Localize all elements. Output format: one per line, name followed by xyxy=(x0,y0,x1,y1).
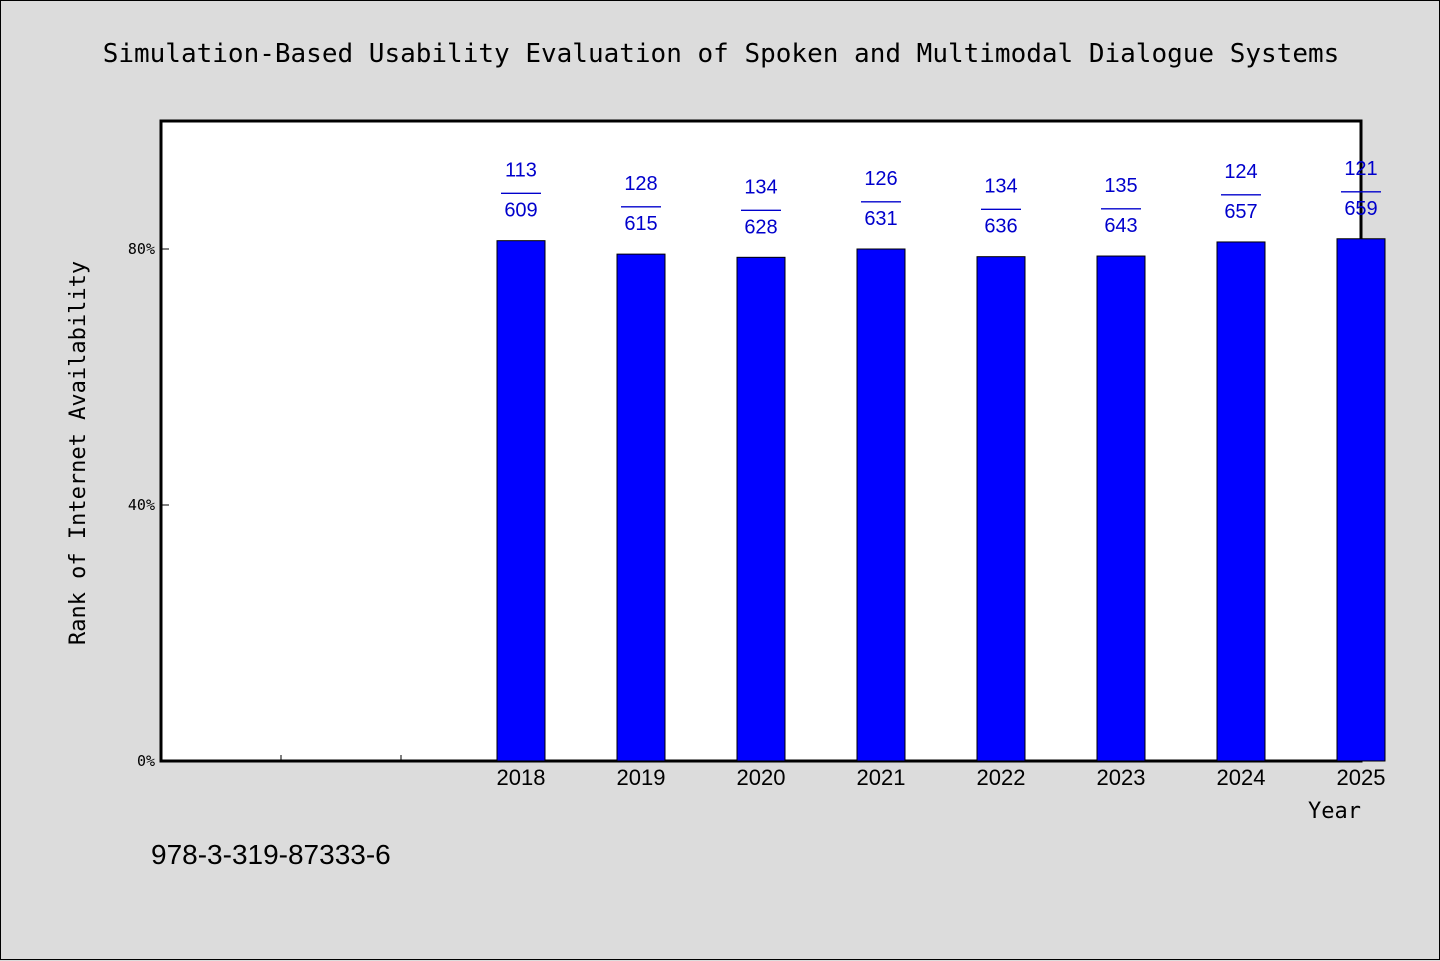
bar-2022 xyxy=(976,256,1026,762)
y-tick-labels: 0% 40% 80% xyxy=(128,240,155,770)
data-label-separator: —— xyxy=(741,198,781,220)
data-label-total: 615 xyxy=(624,213,657,235)
data-label-rank: 113 xyxy=(505,160,537,182)
data-label-rank: 134 xyxy=(744,176,777,198)
data-label-separator: —— xyxy=(1221,183,1261,205)
data-label-rank: 126 xyxy=(864,168,897,190)
x-tick-label: 2025 xyxy=(1337,765,1386,790)
bar-2020 xyxy=(736,256,786,762)
y-axis-label: Rank of Internet Availability xyxy=(66,261,91,645)
data-label-rank: 128 xyxy=(624,173,657,195)
bar-2025 xyxy=(1336,238,1386,762)
x-axis-label: Year xyxy=(1308,799,1361,824)
data-label-separator: —— xyxy=(981,198,1021,220)
data-label-separator: —— xyxy=(1341,180,1381,202)
data-label-rank: 121 xyxy=(1344,158,1377,180)
data-label-total: 636 xyxy=(984,216,1017,238)
data-label-total: 657 xyxy=(1224,201,1257,223)
x-tick-label: 2020 xyxy=(737,765,786,790)
x-tick-label: 2023 xyxy=(1097,765,1146,790)
data-label-total: 643 xyxy=(1104,215,1137,237)
data-label-total: 631 xyxy=(864,208,897,230)
data-labels: 609——113615——128628——134631——126636——134… xyxy=(501,158,1381,239)
x-tick-label: 2019 xyxy=(617,765,666,790)
bar-2024 xyxy=(1216,241,1266,762)
chart-title: Simulation-Based Usability Evaluation of… xyxy=(103,39,1340,69)
data-label-separator: —— xyxy=(861,190,901,212)
data-label-separator: —— xyxy=(501,182,541,204)
data-label-rank: 124 xyxy=(1224,161,1257,183)
bar-2023 xyxy=(1096,255,1146,762)
y-tick-label: 40% xyxy=(128,496,155,514)
data-label-total: 609 xyxy=(504,200,537,222)
data-label-total: 628 xyxy=(744,216,777,238)
data-label-total: 659 xyxy=(1344,198,1377,220)
bar-2021 xyxy=(856,248,906,762)
x-tick-labels: 2018 2019 2020 2021 2022 2023 2024 2025 xyxy=(497,765,1386,790)
x-tick-label: 2018 xyxy=(497,765,546,790)
data-label-rank: 135 xyxy=(1104,175,1137,197)
data-label-separator: —— xyxy=(621,195,661,217)
data-label-rank: 134 xyxy=(984,176,1017,198)
x-tick-label: 2021 xyxy=(857,765,906,790)
bar-2019 xyxy=(616,253,666,762)
bars xyxy=(496,238,1386,762)
x-tick-label: 2022 xyxy=(977,765,1026,790)
isbn-footnote: 978-3-319-87333-6 xyxy=(151,839,391,870)
data-label-separator: —— xyxy=(1101,197,1141,219)
y-tick-label: 0% xyxy=(137,752,155,770)
x-tick-label: 2024 xyxy=(1217,765,1266,790)
y-tick-label: 80% xyxy=(128,240,155,258)
bar-2018 xyxy=(496,240,546,762)
